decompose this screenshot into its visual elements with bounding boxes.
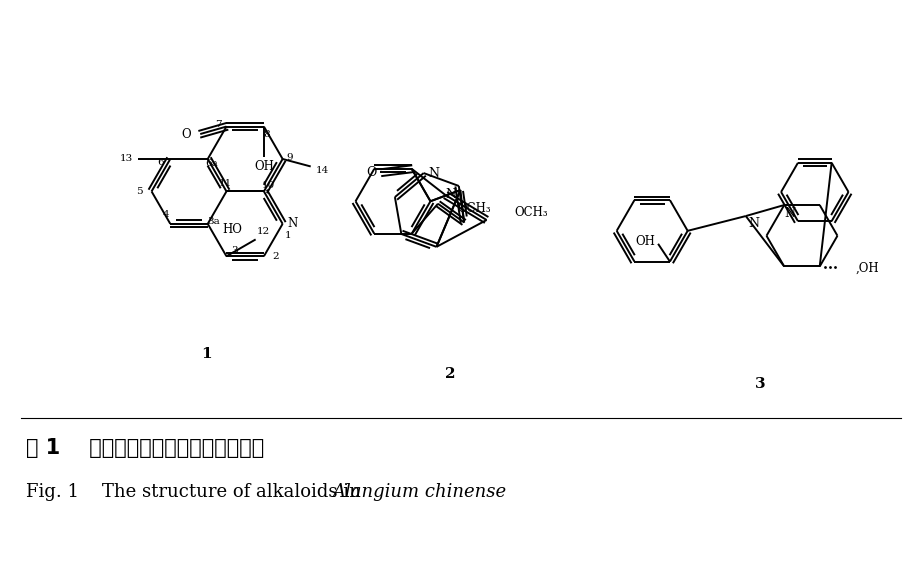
Text: 13: 13: [120, 154, 134, 164]
Text: 3a: 3a: [207, 218, 220, 226]
Text: Fig. 1    The structure of alkaloids in: Fig. 1 The structure of alkaloids in: [27, 483, 367, 501]
Text: 6a: 6a: [206, 160, 218, 168]
Text: N: N: [785, 207, 796, 220]
Text: HO: HO: [222, 223, 242, 236]
Text: 3: 3: [755, 377, 766, 390]
Text: OCH₃: OCH₃: [457, 203, 491, 215]
Text: 14: 14: [316, 166, 329, 175]
Text: O: O: [367, 166, 377, 179]
Text: OH: OH: [635, 235, 656, 249]
Text: 10: 10: [262, 181, 276, 190]
Text: 6: 6: [157, 158, 164, 168]
Text: N: N: [288, 218, 298, 230]
Text: N: N: [428, 166, 439, 180]
Text: O: O: [182, 127, 191, 141]
Text: 2: 2: [272, 252, 279, 261]
Text: 1: 1: [285, 231, 292, 240]
Text: N: N: [445, 188, 456, 201]
Text: 11: 11: [219, 179, 232, 188]
Text: 3: 3: [231, 246, 238, 255]
Text: ,OH: ,OH: [856, 262, 879, 275]
Text: 9: 9: [286, 153, 293, 161]
Text: 2: 2: [445, 367, 455, 381]
Text: 1: 1: [201, 347, 212, 361]
Text: 图 1    八角枫中的生物碱类化合物结构: 图 1 八角枫中的生物碱类化合物结构: [27, 437, 265, 457]
Text: OH: OH: [254, 160, 274, 173]
Text: 4: 4: [163, 211, 170, 219]
Text: 7: 7: [215, 120, 222, 129]
Text: 8: 8: [264, 130, 270, 139]
Text: 12: 12: [257, 227, 270, 236]
Text: N: N: [748, 218, 759, 230]
Text: 5: 5: [136, 187, 143, 196]
Text: OCH₃: OCH₃: [514, 205, 548, 219]
Text: Alangium chinense: Alangium chinense: [332, 483, 506, 501]
